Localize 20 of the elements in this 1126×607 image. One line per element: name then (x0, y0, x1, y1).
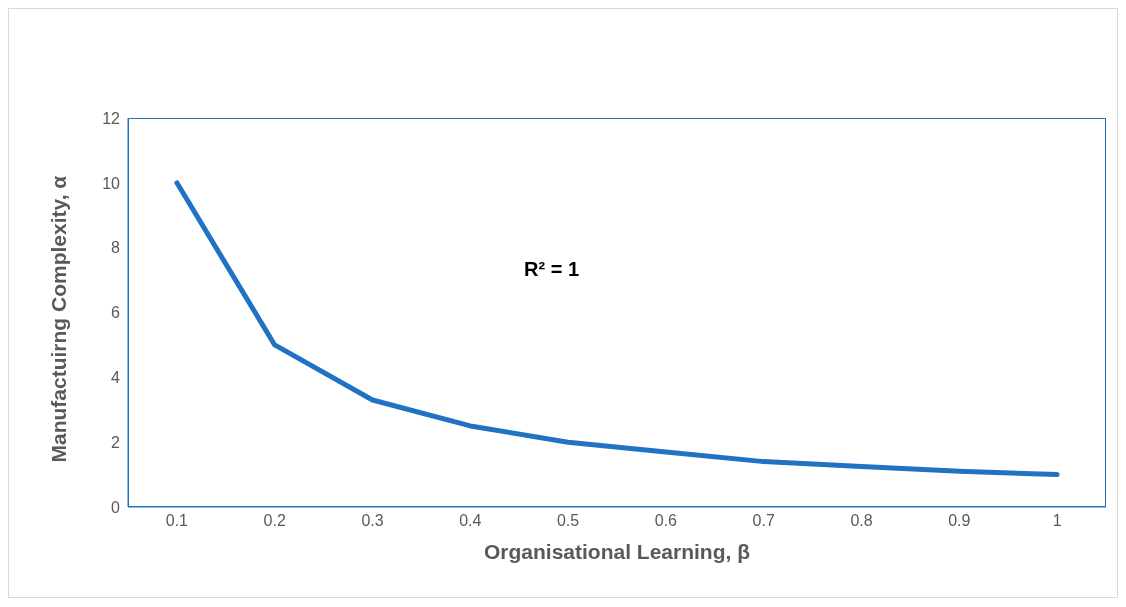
x-tick-label: 0.1 (165, 512, 189, 530)
x-tick-label: 0.9 (948, 512, 971, 530)
y-tick-label: 8 (111, 239, 121, 257)
y-tick-label: 2 (111, 433, 121, 451)
x-tick-label: 1 (1052, 512, 1062, 530)
y-tick-label: 0 (111, 498, 121, 516)
x-tick-label: 0.8 (850, 512, 873, 530)
y-tick-label: 10 (102, 174, 121, 192)
x-tick-label: 0.5 (556, 512, 580, 530)
x-tick-label: 0.6 (654, 512, 678, 530)
x-tick-label: 0.3 (361, 512, 384, 530)
x-tick-label: 0.7 (752, 512, 775, 530)
annotation: R² = 1 (524, 258, 580, 281)
x-tick-label: 0.4 (459, 512, 482, 530)
y-tick-label: 4 (111, 369, 121, 387)
y-axis-title: Manufactuirng Complexity, α (47, 175, 71, 463)
y-tick-label: 6 (111, 304, 121, 322)
x-axis-title: Organisational Learning, β (483, 540, 751, 563)
x-tick-label: 0.2 (263, 512, 286, 530)
y-tick-label: 12 (102, 109, 121, 127)
